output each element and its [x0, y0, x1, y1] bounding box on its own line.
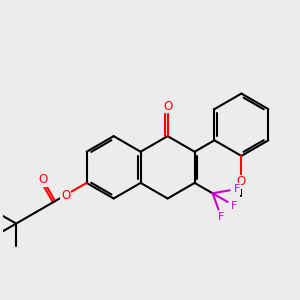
- Text: O: O: [237, 176, 246, 188]
- Text: O: O: [61, 188, 70, 202]
- Text: F: F: [231, 201, 237, 211]
- Text: F: F: [218, 212, 224, 222]
- Text: O: O: [38, 173, 47, 186]
- Text: F: F: [234, 184, 240, 194]
- Text: O: O: [163, 100, 172, 112]
